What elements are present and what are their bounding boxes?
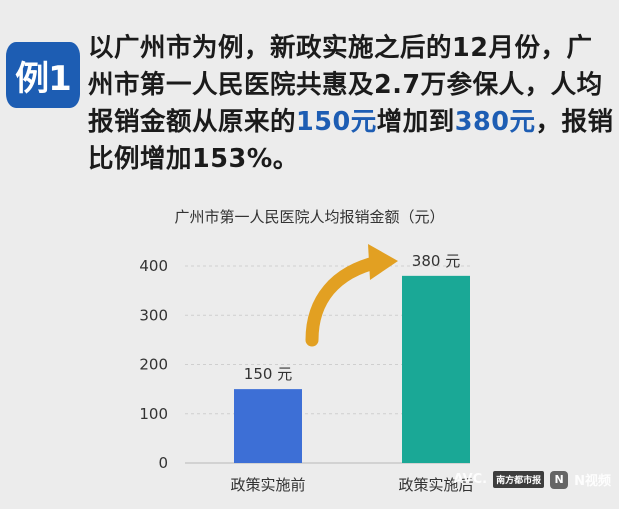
- example-badge: 例1: [6, 42, 80, 108]
- data-label: 380 元: [412, 252, 460, 270]
- y-tick-label: 0: [158, 454, 168, 472]
- intro-highlight-before: 150元: [296, 107, 377, 137]
- x-tick-label: 政策实施后: [398, 476, 473, 494]
- y-tick-label: 300: [139, 306, 168, 324]
- y-tick-label: 100: [139, 405, 168, 423]
- y-tick-label: 200: [139, 356, 168, 374]
- bar: [402, 275, 470, 463]
- y-tick-label: 400: [139, 257, 168, 275]
- watermark-tag: 南方都市报: [493, 471, 545, 488]
- watermark: AVC. 南方都市报 N N视频: [453, 470, 611, 489]
- chart-title: 广州市第一人民医院人均报销金额（元）: [174, 208, 445, 226]
- growth-arrow-icon: [305, 255, 385, 347]
- intro-part-1: 以广州市为例，新政实施之后的12月份，广州市第一人民医院共惠及2.7万参保人，人…: [88, 33, 603, 137]
- n-logo-icon: N: [550, 470, 569, 489]
- watermark-app: N视频: [574, 474, 611, 489]
- arrow-head-icon: [368, 244, 398, 280]
- watermark-brand: AVC.: [453, 472, 488, 487]
- intro-highlight-after: 380元: [454, 107, 536, 137]
- intro-text: 以广州市为例，新政实施之后的12月份，广州市第一人民医院共惠及2.7万参保人，人…: [88, 30, 616, 178]
- intro-part-3: ，报销比例增加153%。: [88, 107, 614, 174]
- x-tick-label: 政策实施前: [230, 476, 305, 494]
- bar: [234, 389, 302, 463]
- intro-part-2: 增加到: [376, 107, 455, 137]
- badge-label: 例1: [15, 58, 72, 99]
- data-label: 150 元: [244, 365, 292, 383]
